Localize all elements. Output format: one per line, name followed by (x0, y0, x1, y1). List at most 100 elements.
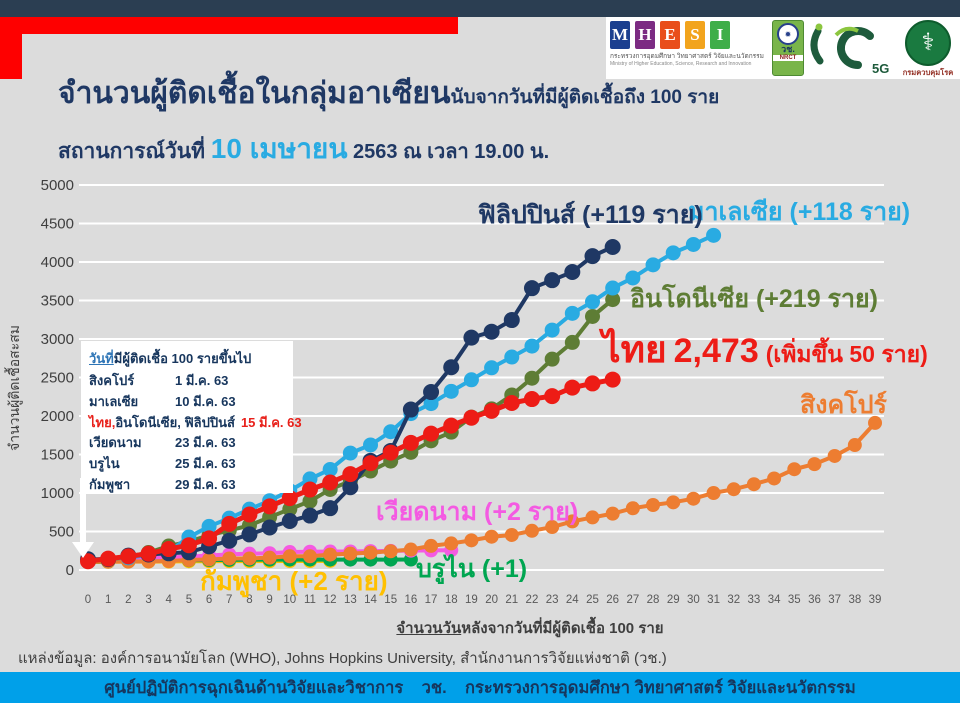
svg-text:26: 26 (606, 594, 619, 606)
legend-title-underlined: วันที่ (89, 351, 114, 366)
x-axis-title-underlined: จำนวนวัน (396, 620, 462, 637)
svg-text:20: 20 (485, 594, 498, 606)
svg-text:2000: 2000 (41, 408, 74, 425)
svg-text:38: 38 (848, 594, 861, 606)
svg-text:1: 1 (105, 594, 111, 606)
svg-text:500: 500 (49, 524, 74, 541)
svg-text:11: 11 (304, 594, 316, 606)
svg-text:28: 28 (647, 594, 660, 606)
label-malaysia: มาเลเซีย (+118 ราย) (688, 198, 911, 226)
legend-title-rest: มีผู้ติดเชื้อ 100 รายขึ้นไป (113, 351, 252, 366)
legend-row-brunei: บรูไน 25 มี.ค. 63 (89, 456, 236, 472)
anniversary-accent-icon (834, 26, 859, 37)
y-axis-title: จำนวนผู้ติดเชื้อสะสม (6, 325, 22, 451)
nrct-thai-abbr: วช. (781, 44, 795, 54)
svg-text:39: 39 (869, 594, 882, 606)
legend-row-cambodia: กัมพูชา 29 มี.ค. 63 (89, 476, 236, 492)
svg-text:12: 12 (324, 594, 337, 606)
title-sub: นับจากวันที่มีผู้ติดเชื้อถึง 100 ราย (450, 87, 720, 108)
svg-text:9: 9 (266, 594, 272, 606)
mhesi-thai-name: กระทรวงการอุดมศึกษา วิทยาศาสตร์ วิจัยและ… (610, 53, 764, 60)
svg-text:22: 22 (526, 594, 539, 606)
svg-text:8: 8 (246, 594, 252, 606)
anniversary-5g-text: 5G (872, 61, 889, 76)
svg-text:33: 33 (748, 594, 761, 606)
svg-text:17: 17 (425, 594, 438, 606)
anniversary-swoosh-icon (810, 27, 824, 65)
source-line: แหล่งข้อมูล: องค์การอนามัยโลก (WHO), Joh… (18, 650, 667, 667)
mhesi-letter-S: S (685, 21, 705, 49)
day-zero-arrow-shaft (80, 478, 86, 542)
svg-text:27: 27 (626, 594, 639, 606)
label-singapore: สิงคโปร์ (800, 391, 887, 419)
threshold-date-legend: วันที่มีผู้ติดเชื้อ 100 รายขึ้นไป สิงคโป… (81, 341, 302, 493)
mhesi-letter-H: H (635, 21, 655, 49)
svg-text:7: 7 (226, 594, 232, 606)
label-thailand: ไทย 2,473 (เพิ่มขึ้น 50 ราย) (602, 329, 928, 370)
svg-text:37: 37 (828, 594, 841, 606)
label-vietnam: เวียดนาม (+2 ราย) (376, 498, 579, 526)
svg-text:13: 13 (344, 594, 357, 606)
svg-text:31: 31 (707, 594, 720, 606)
moph-label: กรมควบคุมโรค (902, 68, 954, 77)
situation-date: 10 เมษายน (210, 133, 348, 164)
svg-text:2500: 2500 (41, 370, 74, 387)
svg-text:4: 4 (166, 594, 173, 606)
svg-text:3500: 3500 (41, 293, 74, 310)
svg-text:4000: 4000 (41, 254, 74, 271)
svg-text:14: 14 (364, 594, 377, 606)
svg-text:3000: 3000 (41, 331, 74, 348)
legend-row-malaysia: มาเลเซีย 10 มี.ค. 63 (89, 393, 236, 409)
day-zero-arrow-icon (72, 542, 94, 558)
legend-row-singapore: สิงคโปร์ 1 มี.ค. 63 (89, 373, 229, 388)
x-axis-title-rest: หลังจากวันที่มีผู้ติดเชื้อ 100 ราย (461, 620, 664, 637)
nrct-anniversary-5g-logo: 5G (806, 21, 892, 77)
moph-emblem-icon: ⚕ (905, 20, 951, 66)
svg-text:29: 29 (667, 594, 680, 606)
situation-suffix: 2563 ณ เวลา 19.00 น. (347, 141, 550, 163)
svg-text:4500: 4500 (41, 216, 74, 233)
anniversary-leaf-icon (815, 23, 823, 31)
label-brunei: บรูไน (+1) (416, 555, 528, 583)
legend-row-vietnam: เวียดนาม 23 มี.ค. 63 (89, 435, 236, 451)
svg-text:35: 35 (788, 594, 801, 606)
svg-text:19: 19 (465, 594, 478, 606)
svg-text:10: 10 (283, 594, 296, 606)
situation-line: สถานการณ์วันที่ 10 เมษายน 2563 ณ เวลา 19… (58, 127, 719, 171)
mhesi-letter-I: I (710, 21, 730, 49)
svg-text:0: 0 (66, 562, 74, 579)
series-thailand (80, 371, 621, 570)
svg-text:23: 23 (546, 594, 559, 606)
label-cambodia: กัมพูชา (+2 ราย) (200, 566, 388, 596)
label-philippines: ฟิลิปปินส์ (+119 ราย) (478, 201, 703, 229)
svg-text:3: 3 (145, 594, 151, 606)
title-main: จำนวนผู้ติดเชื้อในกลุ่มอาเซียน (58, 77, 451, 110)
red-accent-stripe (0, 17, 458, 34)
situation-prefix: สถานการณ์วันที่ (58, 140, 211, 163)
svg-text:5000: 5000 (41, 177, 74, 194)
nrct-eng-abbr: NRCT (773, 54, 803, 61)
svg-text:15: 15 (384, 594, 397, 606)
svg-text:6: 6 (206, 594, 212, 606)
svg-text:30: 30 (687, 594, 700, 606)
svg-text:21: 21 (505, 594, 518, 606)
mhesi-english-name: Ministry of Higher Education, Science, R… (610, 61, 752, 67)
svg-text:24: 24 (566, 594, 579, 606)
x-axis-title: จำนวนวันหลังจากวันที่มีผู้ติดเชื้อ 100 ร… (250, 616, 810, 640)
svg-text:34: 34 (768, 594, 781, 606)
mhesi-letter-E: E (660, 21, 680, 49)
svg-text:1500: 1500 (41, 447, 74, 464)
label-indonesia: อินโดนีเซีย (+219 ราย) (630, 285, 878, 313)
top-navy-bar (0, 0, 960, 17)
svg-text:36: 36 (808, 594, 821, 606)
series-singapore (81, 415, 883, 569)
page-title: จำนวนผู้ติดเชื้อในกลุ่มอาเซียนนับจากวันท… (58, 70, 719, 117)
x-tick-labels: 0 1 2 3 4 5 6 7 8 9 10 11 12 13 14 15 16 17 18 19 20 21 22 23 24… (85, 594, 882, 606)
svg-text:18: 18 (445, 594, 458, 606)
mhesi-letter-M: M (610, 21, 630, 49)
svg-text:2: 2 (125, 594, 131, 606)
nrct-emblem-icon: ✹ (777, 23, 799, 45)
